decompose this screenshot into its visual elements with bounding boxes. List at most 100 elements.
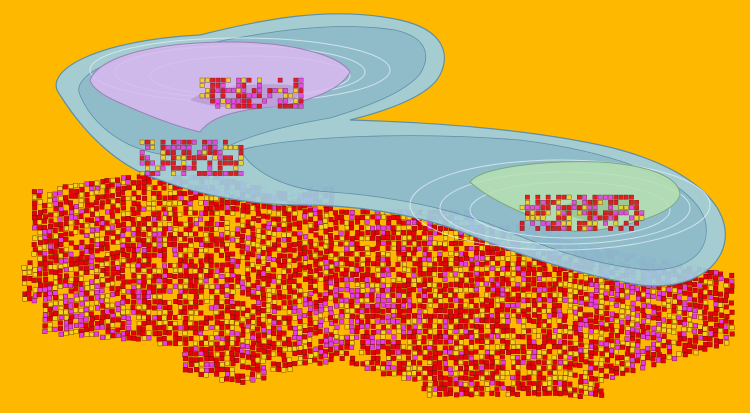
ore-block xyxy=(577,205,582,210)
ore-block xyxy=(162,278,168,284)
ore-block xyxy=(614,345,620,351)
ore-block xyxy=(567,350,573,356)
ore-block xyxy=(62,282,68,288)
ore-block xyxy=(489,318,495,324)
ore-block xyxy=(458,359,464,365)
ore-block xyxy=(562,297,568,303)
ore-block xyxy=(344,246,350,252)
ore-block xyxy=(567,334,573,340)
ore-block xyxy=(412,345,418,351)
ore-block xyxy=(120,305,126,311)
ore-block xyxy=(483,360,489,366)
ore-block xyxy=(561,205,567,210)
ore-block xyxy=(240,243,246,249)
ore-block xyxy=(671,308,677,314)
ore-block xyxy=(360,361,366,367)
ore-block xyxy=(577,194,582,200)
ore-block xyxy=(468,356,474,361)
ore-block xyxy=(328,290,333,295)
ore-block xyxy=(661,291,667,297)
ore-block xyxy=(328,243,334,249)
ore-block xyxy=(37,266,43,272)
ore-block xyxy=(146,309,152,315)
ore-block xyxy=(224,235,230,241)
ore-block xyxy=(276,205,281,211)
ore-block xyxy=(562,291,568,297)
ore-block xyxy=(79,192,85,198)
ore-block xyxy=(629,215,634,221)
ore-block xyxy=(156,215,162,221)
ore-block xyxy=(546,390,552,396)
ore-block xyxy=(287,346,293,352)
ore-block xyxy=(625,330,631,336)
ore-block xyxy=(433,381,438,386)
ore-block xyxy=(207,145,213,150)
ore-block xyxy=(542,266,548,272)
ore-block xyxy=(177,278,183,284)
ore-block xyxy=(89,186,95,191)
ore-block xyxy=(348,261,354,267)
ore-block xyxy=(651,325,657,331)
ore-block xyxy=(288,103,293,109)
ore-block xyxy=(131,191,137,196)
ore-block xyxy=(582,194,587,200)
ore-block xyxy=(251,267,256,273)
ore-block xyxy=(625,320,631,326)
ore-block xyxy=(442,323,448,329)
ore-block xyxy=(713,328,719,334)
ore-block xyxy=(318,224,324,230)
ore-block xyxy=(510,374,515,380)
ore-block xyxy=(453,328,459,334)
ore-block xyxy=(708,285,714,291)
ore-block xyxy=(131,200,137,206)
ore-block xyxy=(181,160,187,166)
ore-block xyxy=(104,220,110,226)
ore-block xyxy=(240,379,246,385)
ore-block xyxy=(318,241,324,247)
ore-block xyxy=(125,216,131,221)
ore-block xyxy=(162,242,168,248)
ore-block xyxy=(369,297,375,303)
ore-block xyxy=(293,103,299,109)
ore-block xyxy=(510,390,516,396)
ore-block xyxy=(64,225,69,231)
ore-block xyxy=(47,285,53,291)
ore-block xyxy=(230,314,236,320)
ore-block xyxy=(535,194,541,200)
ore-block xyxy=(172,206,178,212)
ore-block xyxy=(307,327,313,333)
ore-block xyxy=(182,288,188,294)
ore-block xyxy=(156,190,162,196)
ore-block xyxy=(521,256,527,261)
ore-block xyxy=(130,231,136,237)
ore-block xyxy=(364,323,370,329)
ore-block xyxy=(458,323,463,329)
ore-block xyxy=(104,178,110,183)
ore-block xyxy=(537,302,543,308)
ore-block xyxy=(546,376,552,382)
ore-block xyxy=(188,243,194,248)
ore-block xyxy=(69,256,75,262)
ore-block xyxy=(713,306,719,312)
ore-block xyxy=(640,365,646,371)
ore-block xyxy=(250,335,256,341)
ore-block xyxy=(402,261,407,267)
ore-block xyxy=(131,273,137,279)
ore-block xyxy=(171,155,176,161)
ore-block xyxy=(598,372,604,378)
ore-block xyxy=(89,217,94,223)
ore-block xyxy=(307,321,313,327)
ore-block xyxy=(43,296,48,302)
ore-block xyxy=(198,236,204,242)
ore-block xyxy=(73,277,79,283)
ore-block xyxy=(74,296,80,302)
ore-block xyxy=(500,385,506,391)
ore-block xyxy=(333,298,339,304)
ore-block xyxy=(504,370,510,376)
ore-block xyxy=(210,83,215,88)
ore-block xyxy=(396,324,402,330)
ore-block xyxy=(308,279,314,285)
ore-block xyxy=(277,274,282,280)
ore-block xyxy=(640,360,646,366)
